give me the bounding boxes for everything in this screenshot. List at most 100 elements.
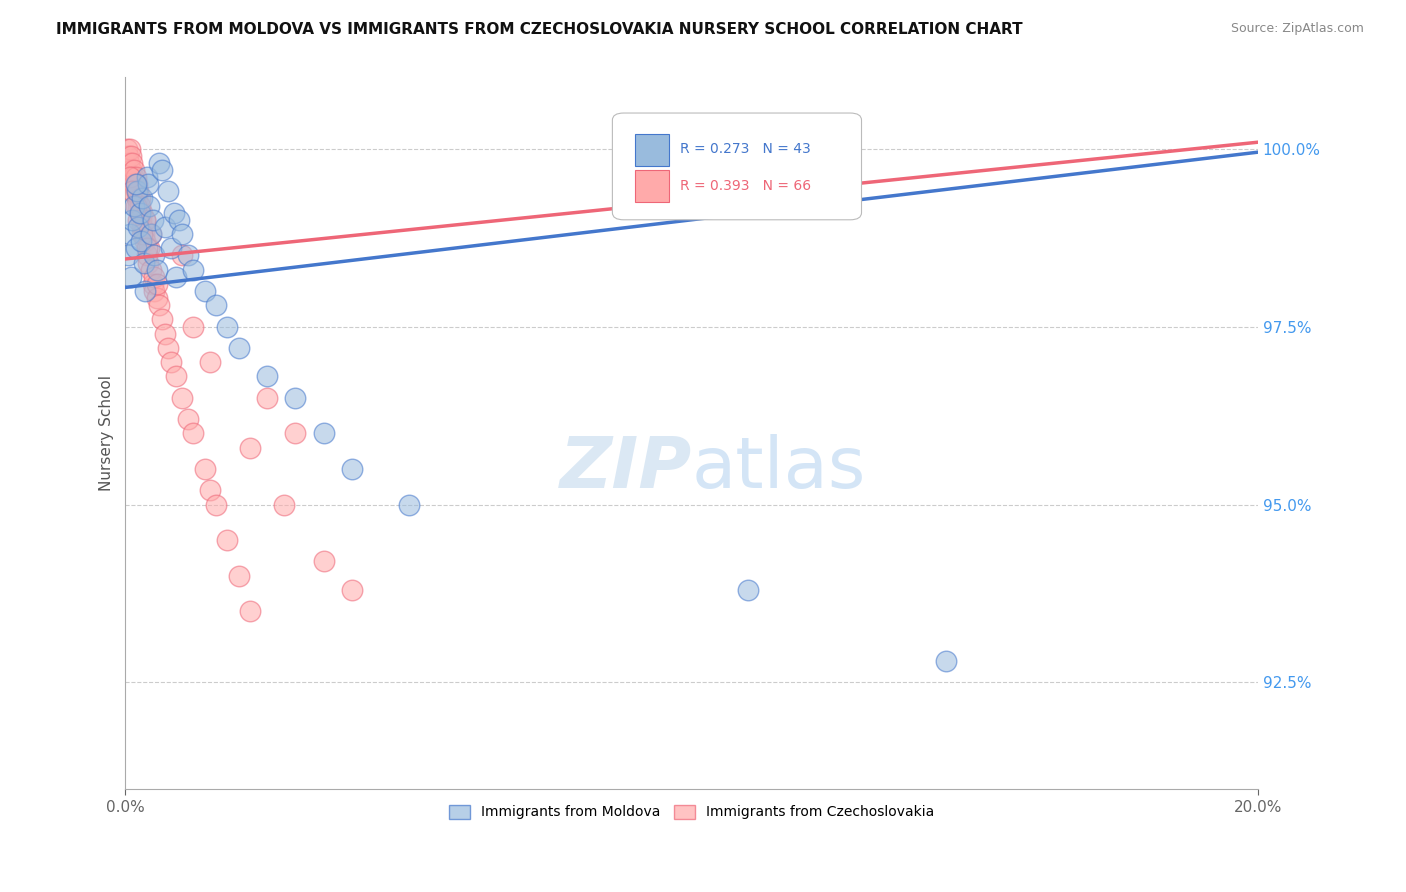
Point [256,391,278,405]
Point [148,156,170,170]
Point [132,227,155,241]
Text: R = 0.273   N = 43: R = 0.273 N = 43 [681,142,811,155]
Point [284,391,307,405]
Point [194,462,217,476]
Point [122,178,145,192]
Point [200,355,222,369]
Text: R = 0.393   N = 66: R = 0.393 N = 66 [681,178,811,193]
Point [136,178,159,192]
Point [145,291,167,305]
Point [340,462,363,476]
Point [124,198,146,212]
Point [172,227,194,241]
Point [134,212,156,227]
Point [117,149,139,163]
Point [194,284,217,298]
Point [205,298,228,312]
Point [131,227,153,241]
Point [217,533,239,547]
Point [125,178,148,192]
Point [145,277,167,291]
Point [284,426,307,441]
Point [142,269,165,284]
Point [138,198,160,212]
Point [118,170,141,185]
Point [122,163,145,178]
Point [228,568,250,582]
Point [125,184,148,198]
Text: IMMIGRANTS FROM MOLDOVA VS IMMIGRANTS FROM CZECHOSLOVAKIA NURSERY SCHOOL CORRELA: IMMIGRANTS FROM MOLDOVA VS IMMIGRANTS FR… [56,22,1024,37]
Y-axis label: Nursery School: Nursery School [100,376,114,491]
Point [172,391,194,405]
Point [167,212,190,227]
Point [165,369,187,384]
Point [127,219,149,234]
Point [150,163,173,178]
Point [131,205,153,219]
Point [148,298,170,312]
Point [131,212,153,227]
Point [117,248,139,262]
Point [131,234,153,248]
Point [162,205,184,219]
Bar [636,170,669,202]
Point [156,341,179,355]
Point [120,163,142,178]
Point [138,241,160,255]
Point [132,255,155,269]
Point [127,184,149,198]
Point [128,191,150,205]
Point [156,184,179,198]
Point [122,198,145,212]
Point [153,219,176,234]
Point [153,326,176,341]
Point [312,426,335,441]
Text: ZIP: ZIP [560,434,692,503]
Point [115,142,138,156]
Point [128,198,150,212]
Legend: Immigrants from Moldova, Immigrants from Czechoslovakia: Immigrants from Moldova, Immigrants from… [443,799,941,825]
Point [340,582,363,597]
Point [142,277,165,291]
Point [136,241,159,255]
Point [121,170,143,185]
Point [142,284,165,298]
Point [127,198,149,212]
Point [159,241,181,255]
Point [139,262,162,277]
Point [136,170,159,185]
FancyBboxPatch shape [613,113,862,219]
Point [177,248,200,262]
Point [120,269,142,284]
Point [134,212,156,227]
Point [121,184,143,198]
Point [183,262,205,277]
Point [183,426,205,441]
Bar [636,135,669,167]
Point [142,212,165,227]
Point [142,248,165,262]
Point [150,312,173,326]
Point [120,149,142,163]
Point [124,241,146,255]
Point [128,205,150,219]
Point [136,248,159,262]
Point [139,227,162,241]
Text: Source: ZipAtlas.com: Source: ZipAtlas.com [1230,22,1364,36]
Point [118,156,141,170]
Point [228,341,250,355]
Point [273,498,295,512]
Point [935,654,957,668]
Point [172,248,194,262]
Point [177,412,200,426]
Point [239,441,262,455]
Point [159,355,181,369]
Point [131,219,153,234]
Point [127,212,149,227]
Point [125,191,148,205]
Point [121,212,143,227]
Point [217,319,239,334]
Point [165,269,187,284]
Point [398,498,420,512]
Point [256,369,278,384]
